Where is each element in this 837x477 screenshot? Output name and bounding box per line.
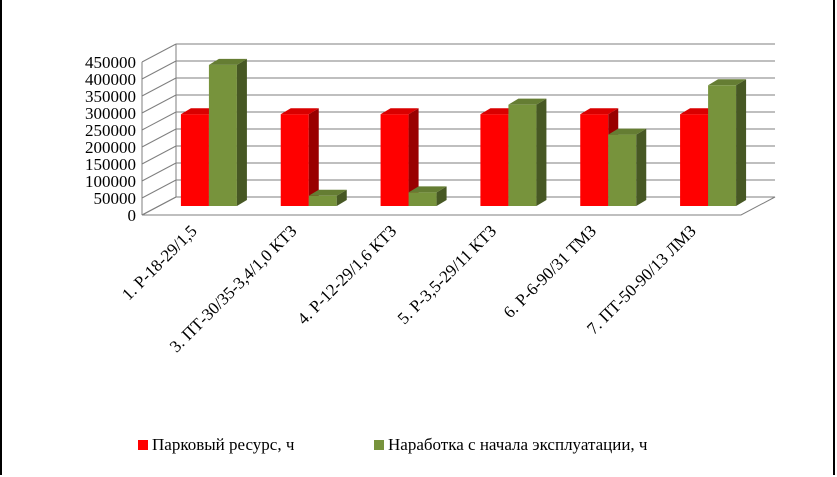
bar-operating-time <box>408 192 437 206</box>
bar-top <box>208 58 247 65</box>
gridline-side <box>141 43 177 63</box>
legend-swatch <box>374 440 384 450</box>
y-tick-label: 300000 <box>85 104 136 123</box>
gridline-side <box>141 196 177 216</box>
gridline-side <box>141 94 177 114</box>
bar-top <box>280 108 319 115</box>
bar-park-resource <box>580 114 609 206</box>
y-axis: 0500001000001500002000002500003000003500… <box>85 53 136 225</box>
bar-park-resource <box>180 114 209 206</box>
gridline-side <box>141 162 177 182</box>
bar-side <box>636 128 647 206</box>
x-tick-label: 6. Р-6-90/31 ТМЗ <box>500 221 600 321</box>
gridlines <box>141 43 775 216</box>
x-tick-label: 4. Р-12-29/1,6 КТЗ <box>293 221 400 328</box>
bar-side <box>308 108 319 206</box>
gridline-side <box>141 111 177 131</box>
bar-park-resource <box>480 114 509 206</box>
legend-label: Парковый ресурс, ч <box>152 435 295 454</box>
gridline-side <box>141 77 177 97</box>
x-tick-label: 5. Р-3,5-29/11 КТЗ <box>394 221 500 327</box>
gridline-side <box>141 128 177 148</box>
bar-operating-time <box>208 64 237 207</box>
y-tick-label: 100000 <box>85 172 136 191</box>
y-tick-label: 0 <box>128 206 137 225</box>
legend-swatch <box>138 440 148 450</box>
y-tick-label: 200000 <box>85 138 136 157</box>
bar-side <box>536 98 547 206</box>
bar-side <box>408 108 419 206</box>
bar-park-resource <box>280 114 309 206</box>
y-tick-label: 400000 <box>85 70 136 89</box>
bar-top <box>308 189 347 196</box>
y-tick-label: 250000 <box>85 121 136 140</box>
bar-top <box>508 98 547 105</box>
bar-operating-time <box>308 195 337 206</box>
bar-side <box>436 186 447 206</box>
gridline-side <box>141 60 177 80</box>
bar-top <box>408 186 447 193</box>
legend: Парковый ресурс, ч Наработка с начала экс… <box>138 435 648 454</box>
legend-label: Наработка с начала эксплуатации, ч <box>388 435 648 454</box>
bar-top <box>608 128 647 135</box>
y-tick-label: 350000 <box>85 87 136 106</box>
bar-operating-time <box>608 134 637 206</box>
bar-park-resource <box>380 114 409 206</box>
bar-side <box>336 189 347 206</box>
bar-side <box>236 58 247 207</box>
gridline-side <box>141 145 177 165</box>
bar-top <box>380 108 419 115</box>
y-tick-label: 450000 <box>85 53 136 72</box>
y-tick-label: 150000 <box>85 155 136 174</box>
x-tick-label: 7. ПТ-50-90/13 ЛМЗ <box>583 221 700 338</box>
y-tick-label: 50000 <box>94 189 137 208</box>
bar-side <box>736 79 747 206</box>
x-axis: 1. Р-18-29/1,53. ПТ-30/35-3,4/1,0 КТЗ4. … <box>118 221 700 356</box>
x-tick-label: 1. Р-18-29/1,5 <box>118 221 201 304</box>
gridline-side <box>141 179 177 199</box>
bar-operating-time <box>708 85 737 206</box>
bar-operating-time <box>508 104 537 206</box>
bar-park-resource <box>680 114 709 206</box>
bar-top <box>580 108 619 115</box>
bars <box>180 58 747 207</box>
bar-top <box>708 79 747 86</box>
